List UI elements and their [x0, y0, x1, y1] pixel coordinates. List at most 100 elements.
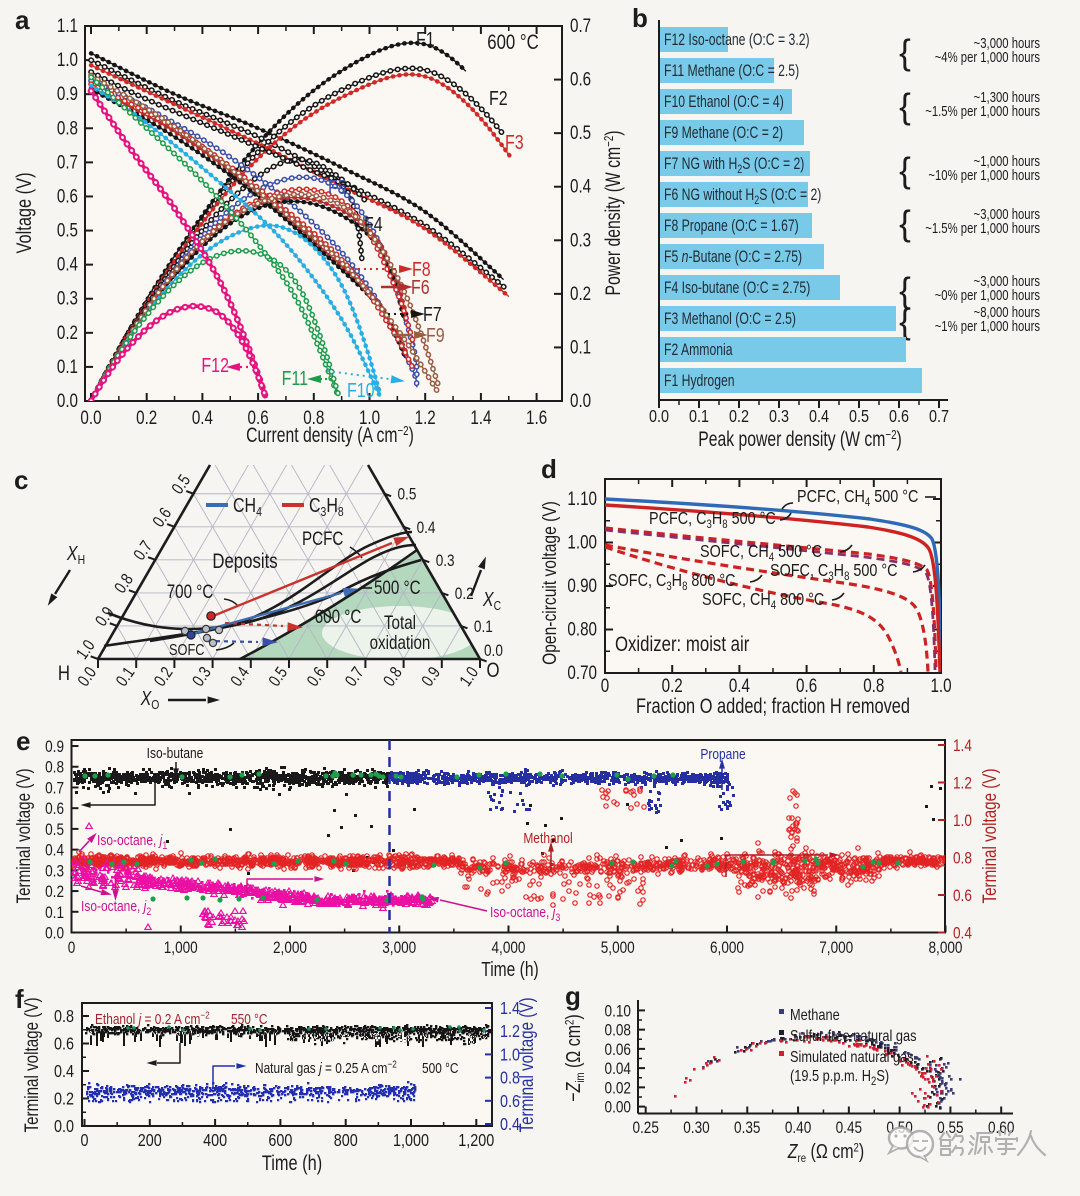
- svg-text:1,000: 1,000: [393, 1131, 429, 1151]
- svg-text:a: a: [15, 5, 30, 35]
- svg-text:0.2: 0.2: [662, 674, 683, 696]
- svg-text:Iso-octane, j3: Iso-octane, j3: [490, 904, 561, 925]
- svg-text:800: 800: [334, 1131, 358, 1151]
- svg-text:F7 NG with H2S (O:C = 2): F7 NG with H2S (O:C = 2): [664, 155, 804, 176]
- svg-text:1.2: 1.2: [500, 1022, 520, 1042]
- svg-text:1.1: 1.1: [57, 14, 78, 36]
- svg-text:700 °C: 700 °C: [167, 580, 214, 602]
- svg-text:~1.5% per 1,000 hours: ~1.5% per 1,000 hours: [925, 103, 1040, 120]
- svg-text:c: c: [14, 465, 28, 495]
- svg-text:0.3: 0.3: [189, 664, 215, 690]
- svg-text:8,000: 8,000: [929, 939, 963, 958]
- svg-text:F12: F12: [201, 354, 229, 376]
- svg-text:~1.5% per 1,000 hours: ~1.5% per 1,000 hours: [925, 220, 1040, 237]
- svg-text:F12 Iso-octane (O:C = 3.2): F12 Iso-octane (O:C = 3.2): [664, 31, 810, 49]
- svg-text:F8: F8: [412, 258, 431, 280]
- svg-text:Terminal voltage (V): Terminal voltage (V): [20, 997, 42, 1132]
- svg-text:Oxidizer: moist air: Oxidizer: moist air: [615, 633, 750, 656]
- svg-text:~1% per 1,000 hours: ~1% per 1,000 hours: [935, 318, 1041, 335]
- svg-text:0.6: 0.6: [796, 674, 817, 696]
- svg-text:0.2: 0.2: [45, 883, 64, 902]
- svg-text:F5 n-Butane (O:C = 2.75): F5 n-Butane (O:C = 2.75): [664, 248, 802, 266]
- svg-text:XO: XO: [140, 687, 160, 712]
- svg-text:F1: F1: [416, 28, 435, 50]
- svg-text:Total: Total: [384, 611, 416, 633]
- svg-text:0.8: 0.8: [500, 1068, 520, 1088]
- svg-text:550 °C: 550 °C: [231, 1011, 268, 1027]
- svg-text:0.1: 0.1: [570, 336, 591, 358]
- svg-text:~10% per 1,000 hours: ~10% per 1,000 hours: [928, 167, 1040, 184]
- svg-text:F11 Methane (O:C = 2.5): F11 Methane (O:C = 2.5): [664, 62, 799, 80]
- svg-text:Methanol: Methanol: [523, 830, 572, 847]
- svg-text:Voltage (V): Voltage (V): [12, 172, 35, 253]
- svg-text:0.1: 0.1: [474, 618, 493, 637]
- svg-text:0.00: 0.00: [605, 1098, 631, 1117]
- svg-text:0.2: 0.2: [151, 664, 177, 690]
- svg-text:1.6: 1.6: [526, 406, 547, 428]
- svg-text:0.8: 0.8: [54, 1007, 74, 1027]
- svg-text:SOFC, CH4 500 °C: SOFC, CH4 500 °C: [700, 542, 822, 565]
- svg-text:~3,000 hours: ~3,000 hours: [974, 206, 1041, 223]
- svg-text:0.1: 0.1: [45, 903, 64, 922]
- svg-text:0.6: 0.6: [304, 664, 330, 690]
- svg-text:−Zim (Ω cm2): −Zim (Ω cm2): [562, 1014, 587, 1101]
- svg-text:1.0: 1.0: [953, 812, 972, 831]
- svg-text:4,000: 4,000: [492, 939, 526, 958]
- svg-text:SOFC, C3H8 800 °C: SOFC, C3H8 800 °C: [608, 571, 736, 594]
- svg-text:~0% per 1,000 hours: ~0% per 1,000 hours: [935, 287, 1041, 304]
- svg-text:0.2: 0.2: [570, 282, 591, 304]
- svg-text:0.6: 0.6: [149, 505, 175, 531]
- svg-text:O: O: [486, 659, 499, 682]
- svg-text:0.90: 0.90: [567, 574, 597, 596]
- svg-text:600 °C: 600 °C: [487, 31, 539, 54]
- svg-text:0.8: 0.8: [380, 664, 406, 690]
- svg-text:0.35: 0.35: [734, 1119, 760, 1138]
- svg-text:(19.5 p.p.m. H2S): (19.5 p.p.m. H2S): [790, 1068, 889, 1089]
- svg-text:1,000: 1,000: [164, 939, 198, 958]
- svg-text:0.4: 0.4: [192, 406, 213, 428]
- svg-text:PCFC, CH4 500 °C: PCFC, CH4 500 °C: [797, 487, 919, 510]
- svg-text:~1,300 hours: ~1,300 hours: [974, 89, 1041, 106]
- svg-text:F5: F5: [328, 176, 347, 198]
- svg-text:0.0: 0.0: [57, 389, 78, 411]
- svg-text:F10: F10: [347, 379, 375, 401]
- svg-text:1.2: 1.2: [415, 406, 436, 428]
- svg-text:SOFC: SOFC: [169, 642, 205, 660]
- svg-text:0.6: 0.6: [54, 1034, 74, 1054]
- svg-text:{: {: [899, 151, 911, 190]
- svg-text:Power density (W cm−2): Power density (W cm−2): [601, 130, 625, 295]
- svg-text:~3,000 hours: ~3,000 hours: [974, 35, 1041, 52]
- svg-text:PCFC: PCFC: [302, 527, 343, 549]
- svg-text:0.02: 0.02: [605, 1079, 631, 1098]
- svg-text:1.00: 1.00: [567, 531, 597, 553]
- svg-text:F11: F11: [282, 367, 308, 389]
- svg-text:1.10: 1.10: [567, 487, 597, 509]
- svg-text:SOFC, CH4 800 °C: SOFC, CH4 800 °C: [702, 590, 824, 613]
- svg-text:0.08: 0.08: [605, 1021, 631, 1040]
- svg-text:1.4: 1.4: [470, 406, 491, 428]
- svg-text:0.8: 0.8: [303, 406, 324, 428]
- svg-text:6,000: 6,000: [710, 939, 744, 958]
- svg-text:0.7: 0.7: [570, 14, 591, 36]
- svg-text:~3,000 hours: ~3,000 hours: [974, 273, 1041, 290]
- svg-text:SOFC, C3H8 500 °C: SOFC, C3H8 500 °C: [770, 561, 898, 584]
- svg-text:0.3: 0.3: [436, 551, 455, 570]
- svg-text:0: 0: [601, 674, 609, 696]
- svg-text:0.7: 0.7: [45, 779, 64, 798]
- svg-text:0.0: 0.0: [54, 1117, 74, 1137]
- svg-text:0.2: 0.2: [54, 1089, 74, 1109]
- svg-text:0.6: 0.6: [248, 406, 269, 428]
- svg-text:C3H8: C3H8: [309, 494, 344, 519]
- svg-text:200: 200: [138, 1131, 162, 1151]
- svg-text:0.7: 0.7: [57, 151, 78, 173]
- svg-text:0.0: 0.0: [649, 407, 669, 427]
- svg-text:0.4: 0.4: [57, 253, 78, 275]
- svg-text:F9: F9: [426, 324, 445, 346]
- svg-text:F2 Ammonia: F2 Ammonia: [664, 341, 733, 359]
- svg-text:1.2: 1.2: [953, 774, 972, 793]
- svg-text:F9 Methane (O:C = 2): F9 Methane (O:C = 2): [664, 124, 783, 142]
- svg-text:~8,000 hours: ~8,000 hours: [974, 304, 1041, 321]
- svg-text:~1,000 hours: ~1,000 hours: [974, 153, 1041, 170]
- svg-text:0.06: 0.06: [605, 1041, 631, 1060]
- svg-text:0.55: 0.55: [937, 1119, 963, 1138]
